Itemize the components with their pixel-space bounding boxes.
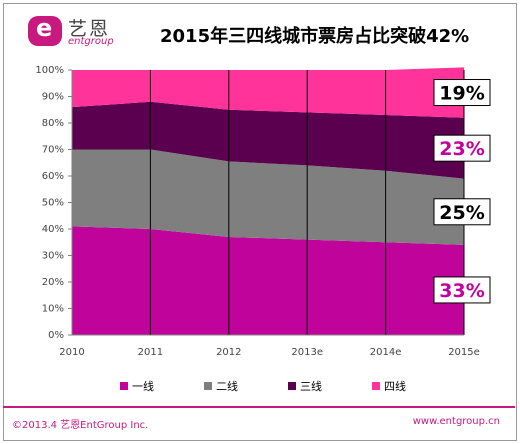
area-series-2	[72, 149, 464, 245]
legend-swatch	[288, 382, 296, 390]
y-tick-label: 10%	[42, 304, 64, 315]
footer-url: www.entgroup.cn	[412, 416, 500, 427]
brand-logo-icon	[28, 14, 62, 46]
y-tick-label: 20%	[42, 277, 64, 288]
legend-label: 三线	[300, 380, 322, 393]
y-tick-label: 50%	[42, 198, 64, 209]
y-tick-label: 70%	[42, 145, 64, 156]
share-label-box	[433, 198, 491, 226]
legend-swatch	[204, 382, 212, 390]
brand-name: 艺恩	[68, 18, 111, 40]
brand-sub: entgroup	[68, 36, 114, 47]
x-tick-label: 2012	[216, 347, 241, 358]
y-tick-label: 80%	[42, 118, 64, 129]
area-series-1	[72, 226, 464, 335]
share-label-box	[433, 276, 491, 304]
chart-title: 2015年三四线城市票房占比突破42%	[160, 26, 470, 47]
x-tick-label: 2010	[59, 347, 84, 358]
x-tick-label: 2011	[138, 347, 163, 358]
legend-swatch	[120, 382, 128, 390]
x-tick-label: 2015e	[448, 347, 480, 358]
legend-swatch	[372, 382, 380, 390]
area-series-4	[72, 67, 464, 118]
y-tick-label: 0%	[48, 330, 64, 341]
share-label: 25%	[439, 202, 484, 224]
y-tick-label: 40%	[42, 224, 64, 235]
share-label-box	[433, 134, 491, 162]
footer-copyright: ©2013.4 艺恩EntGroup Inc.	[12, 420, 149, 431]
x-tick-label: 2013e	[291, 347, 323, 358]
share-label: 23%	[439, 138, 484, 160]
share-label-box	[433, 79, 491, 107]
y-tick-label: 100%	[35, 65, 64, 76]
footer-divider	[3, 406, 515, 408]
brand-logo: 艺恩 entgroup	[28, 14, 158, 54]
share-label: 33%	[439, 280, 484, 302]
x-tick-label: 2014e	[370, 347, 402, 358]
legend: 一线 二线 三线 四线	[120, 378, 420, 394]
y-tick-label: 30%	[42, 251, 64, 262]
legend-label: 二线	[216, 380, 238, 393]
area-series-3	[72, 101, 464, 179]
y-tick-label: 90%	[42, 92, 64, 103]
legend-label: 一线	[132, 380, 154, 393]
legend-label: 四线	[384, 380, 406, 393]
share-label: 19%	[439, 83, 484, 105]
y-tick-label: 60%	[42, 171, 64, 182]
